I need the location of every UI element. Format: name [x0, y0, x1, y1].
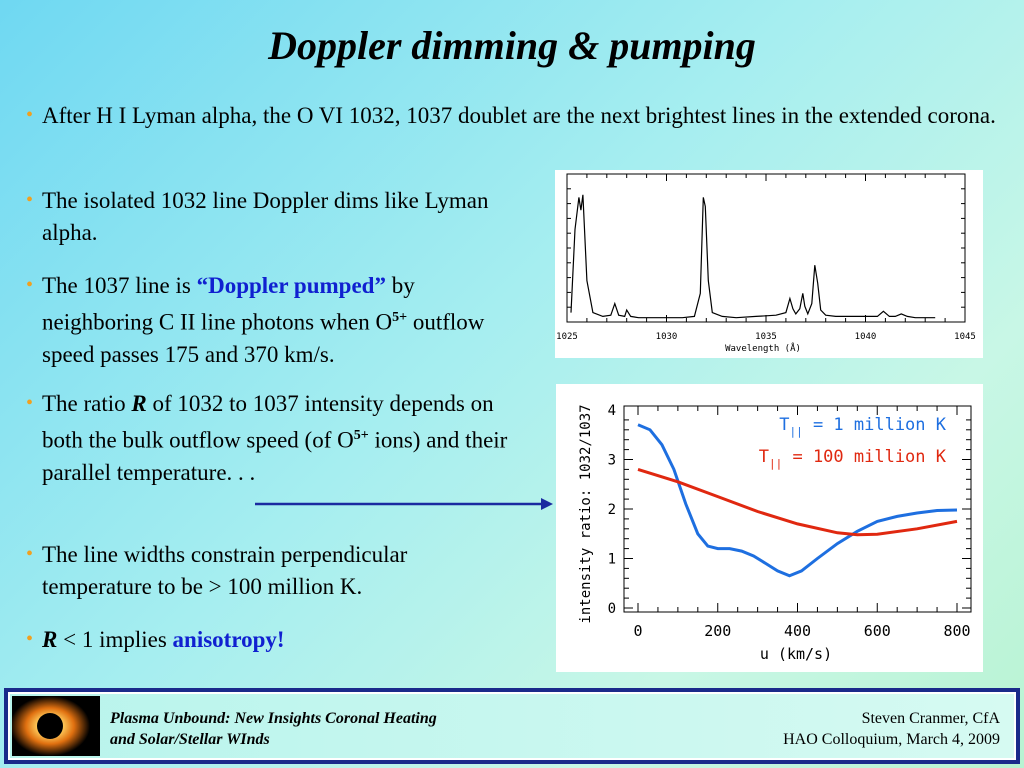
ion-charge-superscript: 5+ [392, 310, 408, 325]
spectrum-x-tick-label: 1045 [954, 332, 976, 342]
spectrum-x-tick-label: 1035 [755, 332, 777, 342]
bullet-1-text: After H I Lyman alpha, the O VI 1032, 10… [42, 103, 996, 128]
ratio-y-axis-label: intensity ratio: 1032/1037 [578, 404, 594, 623]
spectrum-frame [566, 173, 966, 323]
bullet-3: • The 1037 line is “Doppler pumped” by n… [26, 270, 522, 371]
bullet-3-pre: The 1037 line is [42, 273, 197, 298]
ratio-chart: 0 200 400 600 800 0 1 2 3 4 u (km/s) intensity r… [578, 403, 972, 663]
ion-charge-superscript: 5+ [353, 428, 369, 443]
spectrum-chart: 1025 1030 1035 1040 1045 Wavelength (Å) [556, 173, 976, 354]
footer-right-line-2: HAO Colloquium, March 4, 2009 [783, 731, 1000, 748]
ratio-y-tick-label: 0 [608, 601, 616, 617]
bullet-2: • The isolated 1032 line Doppler dims li… [26, 185, 522, 249]
ratio-y-tick-label: 2 [608, 502, 616, 518]
footer-left-line-1: Plasma Unbound: New Insights Coronal Hea… [110, 710, 437, 727]
bullet-dot: • [26, 274, 34, 296]
footer-left-line-2: and Solar/Stellar WInds [110, 731, 270, 748]
ratio-y-tick-label: 1 [608, 552, 616, 568]
spectrum-series-line [570, 194, 936, 319]
anisotropy-emphasis: anisotropy! [172, 627, 285, 652]
spectrum-x-tick-label: 1030 [656, 332, 678, 342]
spectrum-panel: 1025 1030 1035 1040 1045 Wavelength (Å) [555, 170, 983, 358]
ratio-x-tick-label: 800 [943, 622, 970, 640]
bullet-5: • The line widths constrain perpendicula… [26, 539, 522, 603]
bullet-dot: • [26, 392, 34, 414]
bullet-3-post: by neighboring C II line photons when O [42, 273, 415, 335]
ratio-x-axis-label: u (km/s) [760, 645, 832, 663]
slide-title: Doppler dimming & pumping [268, 23, 756, 68]
solar-eclipse-logo [12, 696, 100, 756]
footer-inner: Plasma Unbound: New Insights Coronal Hea… [8, 692, 1016, 760]
eclipse-image [12, 696, 90, 756]
bullet-6-mid: < 1 implies [57, 627, 173, 652]
bullet-dot: • [26, 104, 34, 126]
spectrum-x-axis-label: Wavelength (Å) [725, 342, 801, 354]
ratio-y-tick-label: 3 [608, 453, 616, 469]
ratio-y-tick-label: 4 [608, 403, 616, 419]
bullet-5-text: The line widths constrain perpendicular … [42, 542, 408, 599]
footer-author-venue: Steven Cranmer, CfA HAO Colloquium, Marc… [783, 708, 1000, 750]
bullet-4: • The ratio R of 1032 to 1037 intensity … [26, 388, 522, 489]
bullet-dot: • [26, 189, 34, 211]
ratio-x-tick-label: 400 [784, 622, 811, 640]
bullet-4-mid: of 1032 to 1037 intensity depends on bot… [42, 391, 494, 453]
series-line-1-million-K [637, 423, 958, 578]
bullet-4-pre: The ratio [42, 391, 132, 416]
spectrum-x-tick-label: 1025 [556, 332, 578, 342]
legend-1-million-K: T|| = 1 million K [779, 415, 947, 438]
ratio-x-tick-label: 600 [864, 622, 891, 640]
bullet-3-end: outflow speed passes 175 and 370 km/s. [42, 309, 485, 367]
bullet-6: • R < 1 implies anisotropy! [26, 624, 522, 656]
bullet-dot: • [26, 628, 34, 650]
series-line-100-million-K [637, 467, 958, 537]
doppler-pumped-emphasis: “Doppler pumped” [196, 273, 386, 298]
bullet-2-text: The isolated 1032 line Doppler dims like… [42, 188, 489, 245]
bullet-1: • After H I Lyman alpha, the O VI 1032, … [26, 100, 997, 132]
ratio-symbol: R [42, 627, 58, 652]
legend-100-million-K: T|| = 100 million K [759, 447, 947, 470]
spectrum-x-tick-label: 1040 [855, 332, 877, 342]
pointer-arrow [255, 498, 553, 510]
footer-right-line-1: Steven Cranmer, CfA [861, 710, 1000, 727]
footer-bar: Plasma Unbound: New Insights Coronal Hea… [4, 688, 1020, 764]
ratio-x-tick-label: 0 [633, 622, 642, 640]
bullet-dot: • [26, 543, 34, 565]
ratio-x-tick-label: 200 [704, 622, 731, 640]
footer-talk-title: Plasma Unbound: New Insights Coronal Hea… [110, 708, 437, 750]
ratio-panel: 0 200 400 600 800 0 1 2 3 4 u (km/s) intensity r… [556, 384, 983, 672]
ratio-symbol: R [131, 391, 147, 416]
bullet-4-end: ions) and their parallel temperature. . … [42, 427, 508, 485]
